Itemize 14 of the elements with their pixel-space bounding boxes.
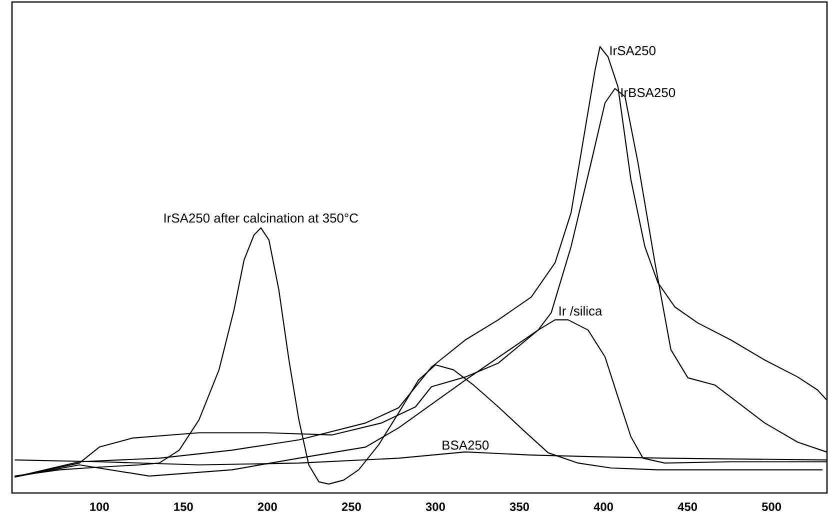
x-tick-label: 350 [510, 502, 529, 512]
series-label: Ir /silica [560, 306, 602, 316]
series-label: IrBSA250 [621, 88, 676, 98]
x-tick-label: 150 [174, 502, 193, 511]
x-tick-label: 100 [90, 502, 109, 511]
series-label: BSA250 [442, 440, 489, 450]
series-label: IrSA250 [610, 46, 656, 56]
series-label: IrSA250 after calcination at 350°C [164, 213, 358, 223]
x-tick-label: 500 [762, 502, 782, 511]
x-tick-label: 450 [678, 502, 698, 511]
x-tick-label: 250 [342, 502, 361, 511]
x-tick-label: 200 [258, 502, 277, 511]
x-tick-label: 400 [594, 502, 613, 511]
x-tick-label: 300 [426, 502, 445, 512]
